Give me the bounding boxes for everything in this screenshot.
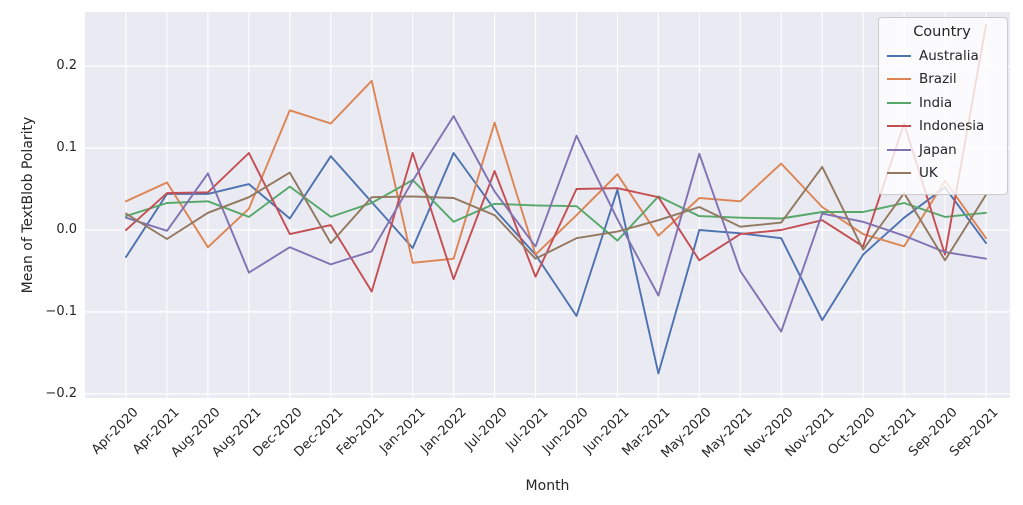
legend-label: Brazil xyxy=(919,71,957,88)
y-tick-label: −0.1 xyxy=(45,303,77,319)
legend-label: Australia xyxy=(919,47,979,64)
y-tick-label: 0.2 xyxy=(56,58,77,74)
y-tick-label: −0.2 xyxy=(45,385,77,401)
legend-label: UK xyxy=(919,165,938,182)
legend-entry-india: India xyxy=(887,91,997,115)
legend-entry-brazil: Brazil xyxy=(887,68,997,92)
x-axis-label: Month xyxy=(525,478,570,494)
legend-line-swatch xyxy=(887,101,911,104)
legend-line-swatch xyxy=(887,78,911,81)
legend-entry-uk: UK xyxy=(887,162,997,186)
legend-entries: Australia Brazil India Indonesia Japan UK xyxy=(887,44,997,185)
legend-entry-japan: Japan xyxy=(887,138,997,162)
legend-title: Country xyxy=(913,24,971,40)
series-line-indonesia xyxy=(125,24,987,293)
legend-label: India xyxy=(919,94,953,111)
legend-line-swatch xyxy=(887,54,911,57)
legend-line-swatch xyxy=(887,172,911,175)
x-tick-label: Jul-2020 xyxy=(461,405,511,454)
legend-label: Indonesia xyxy=(919,118,985,135)
y-axis-label: Mean of TextBlob Polarity xyxy=(20,116,36,294)
series-line-australia xyxy=(125,152,987,375)
plot-area xyxy=(85,12,1010,398)
legend-entry-australia: Australia xyxy=(887,44,997,68)
legend-label: Japan xyxy=(919,141,957,158)
legend-entry-indonesia: Indonesia xyxy=(887,115,997,139)
series-line-japan xyxy=(125,115,987,333)
y-tick-label: 0.0 xyxy=(56,221,77,237)
legend-line-swatch xyxy=(887,125,911,128)
legend: Country Australia Brazil India Indonesia Jap… xyxy=(878,17,1008,195)
series-line-india xyxy=(125,179,987,242)
legend-line-swatch xyxy=(887,148,911,151)
series-line-uk xyxy=(125,165,987,262)
chart-canvas xyxy=(85,12,1010,398)
y-tick-label: 0.1 xyxy=(56,140,77,156)
